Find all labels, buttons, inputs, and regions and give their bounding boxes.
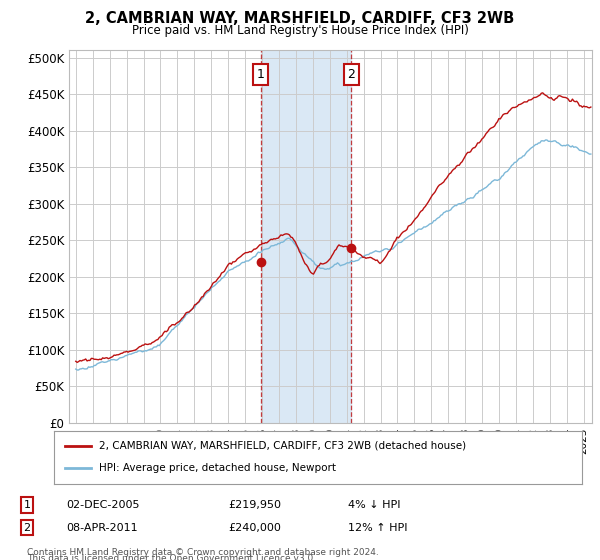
Text: 2, CAMBRIAN WAY, MARSHFIELD, CARDIFF, CF3 2WB: 2, CAMBRIAN WAY, MARSHFIELD, CARDIFF, CF… [85,11,515,26]
Text: 2: 2 [23,522,31,533]
Text: Price paid vs. HM Land Registry's House Price Index (HPI): Price paid vs. HM Land Registry's House … [131,24,469,36]
Text: 1: 1 [23,500,31,510]
Text: 02-DEC-2005: 02-DEC-2005 [66,500,139,510]
Text: HPI: Average price, detached house, Newport: HPI: Average price, detached house, Newp… [99,464,336,473]
Text: 2, CAMBRIAN WAY, MARSHFIELD, CARDIFF, CF3 2WB (detached house): 2, CAMBRIAN WAY, MARSHFIELD, CARDIFF, CF… [99,441,466,451]
Text: 08-APR-2011: 08-APR-2011 [66,522,137,533]
Text: 2: 2 [347,68,355,81]
Text: 1: 1 [257,68,265,81]
Text: £219,950: £219,950 [228,500,281,510]
Text: £240,000: £240,000 [228,522,281,533]
Text: 12% ↑ HPI: 12% ↑ HPI [348,522,407,533]
Text: Contains HM Land Registry data © Crown copyright and database right 2024.: Contains HM Land Registry data © Crown c… [27,548,379,557]
Bar [260,50,351,423]
Text: This data is licensed under the Open Government Licence v3.0.: This data is licensed under the Open Gov… [27,554,316,560]
Text: 4% ↓ HPI: 4% ↓ HPI [348,500,401,510]
